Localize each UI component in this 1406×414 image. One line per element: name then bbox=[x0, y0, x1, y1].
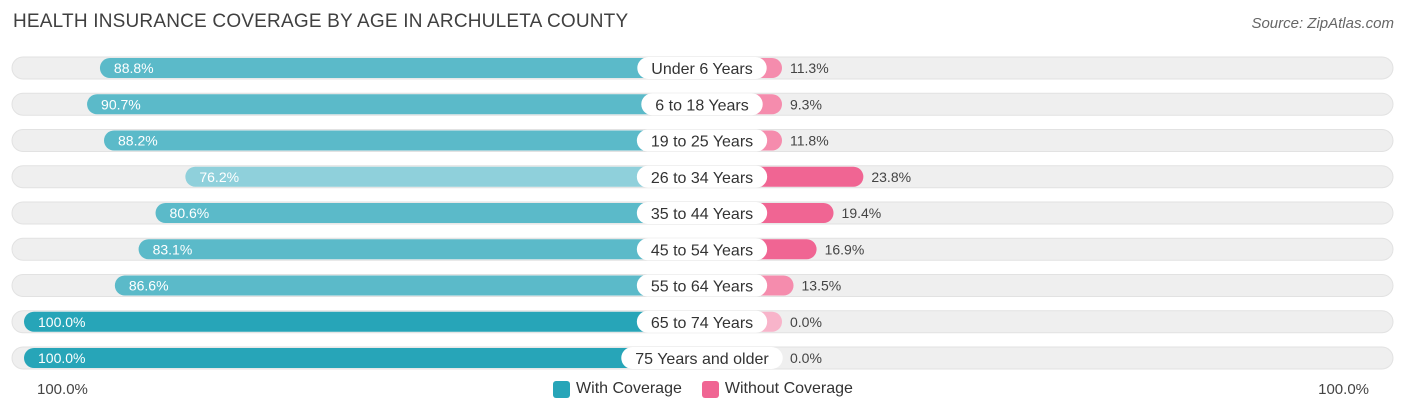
chart-source: Source: ZipAtlas.com bbox=[1251, 15, 1394, 32]
bar-with-coverage bbox=[185, 166, 702, 187]
chart-title: HEALTH INSURANCE COVERAGE BY AGE IN ARCH… bbox=[13, 11, 629, 32]
legend-label-with: With Coverage bbox=[576, 380, 682, 397]
legend-swatch-without bbox=[701, 380, 719, 398]
chart-legend: With Coverage Without Coverage bbox=[0, 380, 1406, 398]
bar-with-coverage bbox=[138, 239, 702, 260]
legend-swatch-with bbox=[553, 380, 571, 398]
bar-row: 86.6% 13.5% 55 to 64 Years bbox=[11, 274, 1394, 297]
bar-value-without: 11.8% bbox=[790, 133, 829, 149]
category-label: 6 to 18 Years bbox=[655, 97, 748, 114]
bar-with-coverage bbox=[104, 130, 702, 151]
category-pill bbox=[636, 202, 768, 224]
bar-value-with: 100.0% bbox=[38, 350, 85, 366]
bar-value-with: 80.6% bbox=[170, 205, 210, 221]
bar-with-coverage bbox=[99, 58, 703, 78]
bar-row: 100.0% 0.0% 75 Years and older bbox=[11, 346, 1394, 370]
bar-value-with: 86.6% bbox=[129, 278, 169, 294]
category-label: 65 to 74 Years bbox=[651, 315, 753, 332]
legend-label-without: Without Coverage bbox=[724, 380, 853, 397]
bar-row: 80.6% 19.4% 35 to 44 Years bbox=[11, 201, 1394, 225]
legend-without-coverage: Without Coverage bbox=[701, 380, 853, 398]
bar-value-without: 23.8% bbox=[871, 169, 911, 185]
category-pill bbox=[636, 310, 768, 333]
bar-value-without: 16.9% bbox=[825, 241, 865, 257]
category-label: 35 to 44 Years bbox=[651, 206, 753, 223]
category-pill bbox=[621, 347, 783, 369]
category-label: 26 to 34 Years bbox=[651, 170, 753, 187]
bar-value-with: 76.2% bbox=[199, 169, 239, 185]
category-pill bbox=[636, 129, 768, 152]
bar-row: 88.8% 11.3% Under 6 Years bbox=[11, 56, 1394, 80]
bar-with-coverage bbox=[24, 348, 702, 368]
category-pill bbox=[637, 57, 767, 79]
axis-right-label: 100.0% bbox=[1318, 381, 1369, 398]
category-label: Under 6 Years bbox=[651, 61, 752, 78]
bar-with-coverage bbox=[155, 203, 703, 223]
bar-row: 100.0% 0.0% 65 to 74 Years bbox=[11, 310, 1394, 334]
category-label: 75 Years and older bbox=[635, 351, 769, 368]
axis-left-label: 100.0% bbox=[37, 381, 88, 398]
bar-value-without: 0.0% bbox=[790, 314, 822, 330]
bar-value-without: 0.0% bbox=[790, 350, 822, 366]
category-label: 45 to 54 Years bbox=[651, 242, 753, 259]
category-pill bbox=[636, 165, 768, 188]
bar-row: 88.2% 11.8% 19 to 25 Years bbox=[11, 129, 1394, 152]
bar-value-without: 19.4% bbox=[842, 205, 882, 221]
bar-row: 76.2% 23.8% 26 to 34 Years bbox=[11, 165, 1394, 189]
bar-with-coverage bbox=[114, 275, 703, 296]
bar-with-coverage bbox=[87, 94, 702, 115]
bar-with-coverage bbox=[24, 311, 702, 332]
bar-row: 83.1% 16.9% 45 to 54 Years bbox=[11, 237, 1394, 261]
bar-value-with: 88.2% bbox=[118, 133, 158, 149]
category-label: 55 to 64 Years bbox=[651, 279, 753, 296]
bar-value-with: 100.0% bbox=[38, 314, 85, 330]
bar-value-with: 90.7% bbox=[101, 96, 141, 112]
bar-value-without: 9.3% bbox=[790, 96, 822, 112]
bar-value-without: 11.3% bbox=[790, 60, 829, 76]
category-pill bbox=[641, 93, 763, 116]
bar-value-with: 83.1% bbox=[153, 241, 193, 257]
category-pill bbox=[636, 274, 768, 297]
bar-row: 90.7% 9.3% 6 to 18 Years bbox=[11, 92, 1394, 116]
legend-with-coverage: With Coverage bbox=[553, 380, 682, 398]
bar-value-with: 88.8% bbox=[114, 60, 154, 76]
bar-value-without: 13.5% bbox=[802, 278, 842, 294]
category-label: 19 to 25 Years bbox=[651, 134, 753, 151]
category-pill bbox=[636, 238, 768, 261]
